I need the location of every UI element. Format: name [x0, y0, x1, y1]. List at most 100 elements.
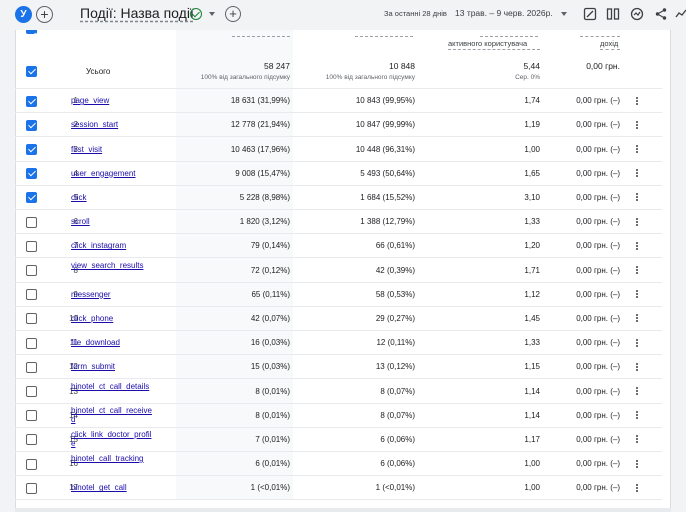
- row-checkbox[interactable]: [26, 95, 37, 107]
- edit-report-icon[interactable]: [583, 7, 597, 21]
- table-row: [15, 210, 662, 235]
- more-vert-icon[interactable]: [636, 266, 639, 275]
- event-name-link[interactable]: click_phone: [71, 313, 114, 323]
- event-name-link[interactable]: binotel_ct_call_details: [71, 381, 150, 391]
- share-icon[interactable]: [654, 7, 668, 21]
- row-checkbox[interactable]: [26, 168, 37, 180]
- row-checkbox[interactable]: [26, 216, 37, 228]
- row-number: 13: [69, 386, 78, 396]
- cell-event-count: 6 (0,01%): [255, 459, 290, 469]
- event-name-link[interactable]: messenger: [71, 289, 111, 299]
- cell-event-count: 79 (0,14%): [250, 241, 290, 251]
- more-vert-icon[interactable]: [636, 314, 639, 323]
- more-vert-icon[interactable]: [636, 120, 639, 130]
- event-name-link[interactable]: click_link_doctor_profile: [71, 429, 152, 449]
- event-name-link[interactable]: binotel_ct_call_received: [71, 405, 152, 425]
- cell-per-user: 1,33: [524, 217, 540, 227]
- event-name-link[interactable]: file_download: [71, 338, 120, 348]
- cell-users: 10 847 (99,99%): [355, 120, 415, 130]
- cell-revenue: 0,00 грн. (–): [576, 483, 620, 493]
- cell-users: 8 (0,07%): [380, 410, 415, 420]
- date-range-value[interactable]: 13 трав. – 9 черв. 2026р.: [455, 8, 553, 18]
- event-name-link[interactable]: scroll: [71, 217, 90, 227]
- col-header-underline: [355, 36, 413, 37]
- date-range-label[interactable]: За останні 28 днів: [384, 9, 447, 18]
- row-checkbox[interactable]: [26, 361, 37, 373]
- more-vert-icon[interactable]: [636, 387, 639, 396]
- more-vert-icon[interactable]: [636, 411, 639, 420]
- row-number: 9: [73, 289, 78, 299]
- more-vert-icon[interactable]: [636, 459, 639, 469]
- more-vert-icon[interactable]: [636, 96, 639, 106]
- row-checkbox[interactable]: [26, 337, 37, 349]
- row-checkbox[interactable]: [26, 482, 37, 494]
- horizontal-scrollbar[interactable]: [15, 508, 671, 512]
- more-vert-icon[interactable]: [636, 362, 639, 372]
- more-vert-icon[interactable]: [636, 169, 639, 178]
- table-row: [15, 283, 662, 307]
- cell-event-count: 7 (0,01%): [255, 434, 290, 444]
- totals-checkbox[interactable]: [26, 66, 37, 77]
- row-checkbox[interactable]: [26, 458, 37, 470]
- event-name-link[interactable]: click: [71, 192, 87, 202]
- row-checkbox[interactable]: [26, 192, 37, 204]
- add-filter-button[interactable]: +: [225, 6, 241, 22]
- row-checkbox[interactable]: [26, 313, 37, 325]
- date-caret-icon[interactable]: [561, 12, 567, 16]
- row-number: 6: [73, 217, 78, 227]
- table-row: [15, 113, 662, 138]
- table-row: [15, 379, 662, 404]
- table-row: [15, 162, 662, 186]
- cell-per-user: 3,10: [524, 192, 540, 202]
- check-circle-icon[interactable]: [190, 8, 202, 20]
- top-bar: У + Події: Назва події + За останні 28 д…: [0, 0, 686, 30]
- cell-event-count: 72 (0,12%): [250, 265, 290, 275]
- event-name-link[interactable]: view_search_results: [71, 260, 144, 270]
- cell-users: 10 448 (96,31%): [355, 144, 415, 154]
- trend-icon[interactable]: [675, 7, 686, 21]
- header-checkbox[interactable]: [26, 30, 37, 34]
- totals-users-pct: 100% від загального підсумку: [325, 74, 415, 81]
- cell-users: 29 (0,27%): [375, 313, 415, 323]
- row-checkbox[interactable]: [26, 386, 37, 397]
- row-number: 2: [73, 120, 78, 130]
- more-vert-icon[interactable]: [636, 145, 639, 154]
- row-checkbox[interactable]: [26, 119, 37, 131]
- row-checkbox[interactable]: [26, 240, 37, 252]
- row-checkbox[interactable]: [26, 265, 37, 276]
- event-name-link[interactable]: form_submit: [71, 362, 116, 372]
- more-vert-icon[interactable]: [636, 338, 639, 348]
- event-name-link[interactable]: binotel_call_tracking: [71, 454, 144, 464]
- insights-icon[interactable]: [630, 7, 644, 21]
- table-row: [15, 404, 662, 428]
- more-vert-icon[interactable]: [636, 241, 639, 251]
- more-vert-icon[interactable]: [636, 290, 639, 299]
- row-number: 17: [69, 483, 78, 493]
- add-comparison-button[interactable]: +: [36, 6, 53, 23]
- table-row: [15, 476, 662, 501]
- row-checkbox[interactable]: [26, 434, 37, 446]
- more-vert-icon[interactable]: [636, 483, 639, 493]
- row-checkbox[interactable]: [26, 144, 37, 155]
- col-header-revenue[interactable]: дохід: [600, 39, 619, 48]
- avatar[interactable]: У: [15, 6, 32, 23]
- cell-revenue: 0,00 грн. (–): [576, 410, 620, 420]
- event-name-link[interactable]: first_visit: [71, 144, 103, 154]
- event-name-link[interactable]: binotel_get_call: [71, 483, 127, 493]
- cell-revenue: 0,00 грн. (–): [576, 386, 620, 396]
- chevron-down-icon[interactable]: [209, 12, 215, 16]
- event-name-link[interactable]: user_engagement: [71, 168, 136, 178]
- totals-label: Усього: [86, 67, 111, 76]
- event-name-link[interactable]: page_view: [71, 96, 110, 106]
- more-vert-icon[interactable]: [636, 193, 639, 202]
- col-header-per-user[interactable]: активного користувача: [448, 39, 528, 48]
- cell-revenue: 0,00 грн. (–): [576, 96, 620, 106]
- event-name-link[interactable]: click_instagram: [71, 241, 127, 251]
- event-name-link[interactable]: session_start: [71, 120, 119, 130]
- more-vert-icon[interactable]: [636, 217, 639, 227]
- more-vert-icon[interactable]: [636, 435, 639, 444]
- row-checkbox[interactable]: [26, 410, 37, 422]
- row-checkbox[interactable]: [26, 289, 37, 301]
- cell-users: 6 (0,06%): [380, 434, 415, 444]
- compare-icon[interactable]: [606, 7, 620, 21]
